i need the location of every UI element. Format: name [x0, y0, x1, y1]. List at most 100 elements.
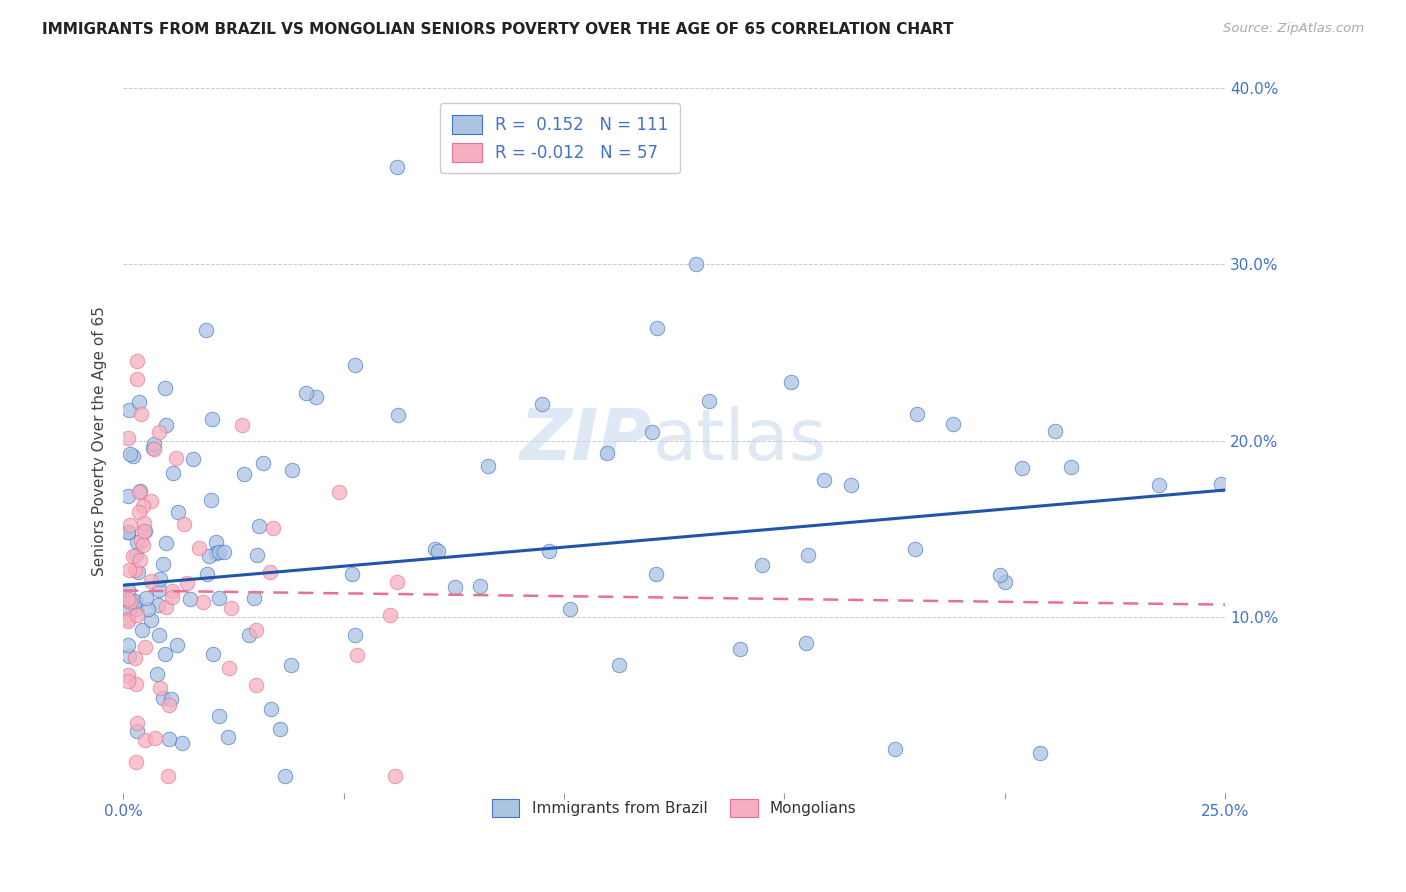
Point [122, 549, 145, 563]
Point [243, 591, 266, 605]
Point [134, 733, 156, 747]
Point [385, 574, 408, 589]
Point [343, 358, 366, 372]
Point [121, 594, 143, 608]
Point [149, 681, 172, 695]
Point [124, 677, 146, 691]
Point [839, 477, 862, 491]
Point [531, 397, 554, 411]
Point [127, 565, 149, 579]
Point [135, 591, 157, 606]
Point [387, 408, 409, 422]
Point [699, 393, 721, 408]
Point [117, 525, 139, 540]
Point [118, 447, 141, 461]
Point [127, 723, 149, 738]
Point [883, 742, 905, 756]
Point [191, 594, 214, 608]
Point [125, 607, 148, 622]
Point [645, 566, 668, 581]
Point [118, 601, 141, 615]
Point [132, 524, 155, 539]
Point [195, 323, 218, 337]
Point [152, 557, 174, 571]
Point [125, 549, 148, 563]
Point [905, 407, 928, 421]
Point [468, 579, 491, 593]
Point [195, 566, 218, 581]
Point [208, 591, 231, 605]
Point [1029, 746, 1052, 760]
Point [796, 636, 818, 650]
Point [259, 565, 281, 579]
Point [1209, 477, 1232, 491]
Point [160, 692, 183, 706]
Point [942, 417, 965, 431]
Point [156, 769, 179, 783]
Point [117, 594, 139, 608]
Point [219, 600, 242, 615]
Point [124, 594, 146, 608]
Point [152, 691, 174, 706]
Point [443, 580, 465, 594]
Point [201, 647, 224, 661]
Point [117, 403, 139, 417]
Point [128, 395, 150, 409]
Point [153, 647, 176, 661]
Text: IMMIGRANTS FROM BRAZIL VS MONGOLIAN SENIORS POVERTY OVER THE AGE OF 65 CORRELATI: IMMIGRANTS FROM BRAZIL VS MONGOLIAN SENI… [42, 22, 953, 37]
Text: ZIP: ZIP [520, 406, 652, 475]
Point [160, 584, 183, 599]
Point [340, 567, 363, 582]
Point [145, 666, 167, 681]
Point [238, 628, 260, 642]
Point [385, 161, 408, 175]
Point [132, 538, 155, 552]
Point [181, 451, 204, 466]
Point [129, 407, 152, 421]
Y-axis label: Seniors Poverty Over the Age of 65: Seniors Poverty Over the Age of 65 [93, 306, 107, 575]
Point [117, 612, 139, 626]
Point [155, 599, 177, 614]
Point [797, 548, 820, 562]
Point [231, 417, 253, 432]
Point [117, 615, 139, 629]
Point [204, 535, 226, 549]
Point [117, 638, 139, 652]
Point [245, 678, 267, 692]
Point [131, 500, 153, 514]
Point [294, 385, 316, 400]
Point [155, 382, 177, 396]
Point [118, 564, 141, 578]
Point [148, 425, 170, 439]
Point [252, 456, 274, 470]
Point [280, 657, 302, 672]
Text: Source: ZipAtlas.com: Source: ZipAtlas.com [1223, 22, 1364, 36]
Point [125, 715, 148, 730]
Point [162, 590, 184, 604]
Point [146, 598, 169, 612]
Point [124, 651, 146, 665]
Point [117, 668, 139, 682]
Point [641, 425, 664, 439]
Point [117, 431, 139, 445]
Point [134, 640, 156, 654]
Point [378, 608, 401, 623]
Point [125, 372, 148, 386]
Point [426, 543, 449, 558]
Point [141, 574, 163, 588]
Point [558, 602, 581, 616]
Point [149, 572, 172, 586]
Point [166, 638, 188, 652]
Point [269, 723, 291, 737]
Point [131, 534, 153, 549]
Point [988, 567, 1011, 582]
Point [246, 548, 269, 562]
Point [134, 524, 156, 539]
Point [155, 418, 177, 433]
Point [201, 412, 224, 426]
Point [344, 628, 367, 642]
Point [245, 623, 267, 637]
Point [124, 563, 146, 577]
Point [1011, 461, 1033, 475]
Point [132, 516, 155, 530]
